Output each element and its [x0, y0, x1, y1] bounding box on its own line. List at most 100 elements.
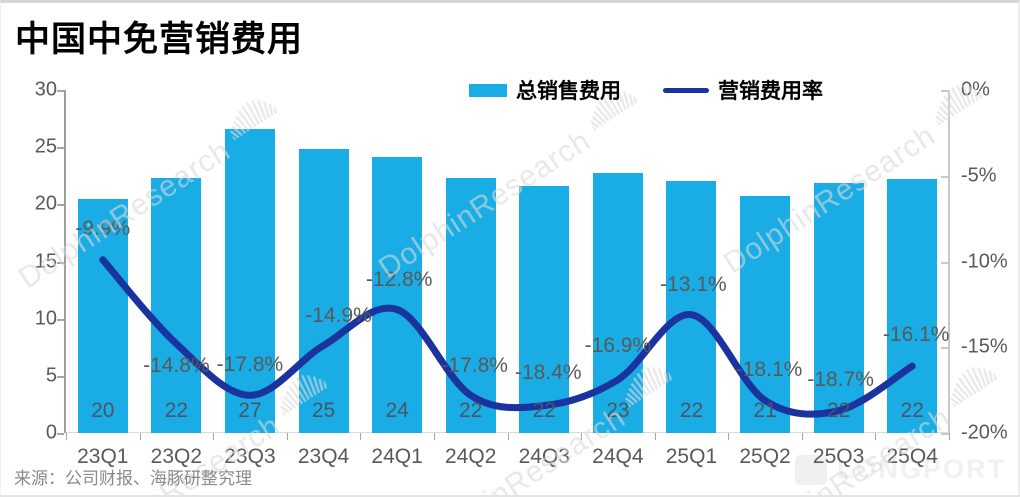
x-axis-tick: [875, 433, 877, 440]
legend-item-line-series: 营销费用率: [663, 75, 823, 105]
right-axis-tick: [941, 90, 949, 92]
right-axis-tick-label: -20%: [961, 421, 1008, 444]
bar-value-label: 27: [238, 399, 262, 422]
x-axis-tick: [360, 433, 362, 440]
bar-25Q2: [740, 196, 791, 433]
line-value-label: -9.9%: [75, 216, 131, 240]
line-value-label: -17.8%: [216, 353, 284, 377]
x-axis-category-label: 24Q1: [371, 445, 423, 468]
line-value-label: -17.8%: [441, 354, 508, 378]
legend: 总销售费用 营销费用率: [469, 75, 823, 105]
x-axis-tick: [581, 433, 583, 440]
line-value-label: -18.7%: [807, 367, 874, 391]
left-axis-tick: [57, 147, 64, 150]
bar-value-label: 22: [459, 399, 483, 422]
line-value-label: -12.8%: [365, 267, 433, 291]
x-axis-baseline: [66, 432, 949, 433]
line-value-label: -18.4%: [515, 360, 582, 384]
line-value-label: -13.1%: [660, 272, 727, 296]
left-axis-tick-label: 20: [34, 192, 57, 215]
bar-value-label: 24: [385, 399, 409, 422]
plot-area: 30 25 20 15 10 5 0 0% -5% -10% -15% -20% 23Q1 23Q2 23Q…: [1, 3, 1018, 495]
bar-value-label: 22: [679, 399, 704, 422]
left-axis-tick: [57, 204, 64, 207]
line-value-label: -16.1%: [882, 323, 950, 347]
x-axis-category-label: 24Q4: [592, 445, 644, 468]
x-axis-category-label: 24Q3: [518, 445, 570, 468]
right-axis-tick: [941, 433, 949, 435]
left-axis-tick-label: 30: [34, 78, 57, 101]
source-note: 来源：公司财报、海豚研整究理: [14, 469, 252, 488]
left-axis-tick-label: 10: [34, 307, 57, 330]
x-axis-tick: [949, 433, 950, 440]
line-value-label: -18.1%: [735, 358, 803, 382]
bar-value-label: 21: [753, 399, 777, 422]
bar-24Q4: [592, 173, 643, 433]
left-axis-tick-label: 25: [34, 135, 57, 158]
x-axis-tick: [507, 433, 509, 440]
bar-25Q1: [666, 181, 717, 433]
bar-value-label: 22: [900, 399, 924, 422]
bar-24Q3: [519, 186, 570, 433]
legend-line-label: 营销费用率: [718, 80, 823, 103]
x-axis-category-label: 23Q2: [150, 445, 203, 468]
x-axis-category-label: 23Q3: [224, 445, 276, 468]
line-value-label: -14.9%: [305, 303, 372, 327]
bar-value-label: 22: [826, 399, 851, 422]
right-axis-tick: [941, 261, 949, 264]
bar-23Q2: [151, 178, 202, 433]
legend-item-bar-series: 总销售费用: [469, 75, 621, 105]
line-value-label: -16.9%: [584, 333, 652, 357]
longport-logo-icon: [795, 454, 827, 485]
bar-value-label: 22: [532, 399, 556, 422]
right-axis-tick: [941, 175, 949, 178]
x-axis-tick: [801, 433, 803, 440]
x-axis-tick: [654, 433, 656, 440]
x-axis-tick: [213, 433, 215, 440]
longport-brandmark: LONGPORT: [795, 454, 1006, 485]
x-axis-tick: [433, 433, 435, 440]
left-axis-tick: [57, 261, 64, 264]
bar-24Q1: [372, 157, 423, 433]
bar-value-label: 25: [311, 399, 336, 422]
bar-series-swatch: [469, 83, 507, 97]
bar-23Q4: [298, 149, 349, 433]
bar-25Q3: [813, 182, 864, 433]
left-axis-tick: [57, 90, 64, 92]
x-axis-category-label: 23Q1: [77, 445, 129, 468]
left-axis-tick-label: 15: [34, 250, 57, 272]
x-axis-category-label: 25Q2: [739, 445, 791, 468]
bar-value-label: 20: [91, 399, 115, 422]
right-axis-tick-label: -5%: [961, 164, 997, 187]
x-axis-tick: [66, 433, 67, 440]
longport-brand-text: LONGPORT: [837, 454, 1006, 484]
right-axis-tick-label: -15%: [961, 335, 1008, 358]
legend-bar-label: 总销售费用: [516, 80, 621, 103]
bar-24Q2: [445, 178, 496, 433]
left-axis-tick: [57, 318, 64, 321]
x-axis-tick: [286, 433, 288, 440]
x-axis-category-label: 25Q4: [886, 445, 938, 468]
bar-value-label: 22: [164, 399, 189, 422]
x-axis-tick: [139, 433, 141, 440]
left-axis-tick: [57, 375, 64, 378]
right-axis-tick-label: 0%: [961, 78, 990, 101]
bar-25Q4: [887, 179, 938, 433]
bar-value-label: 23: [606, 399, 630, 422]
left-axis-tick: [57, 433, 64, 435]
right-axis-line: [948, 90, 950, 433]
x-axis-category-label: 25Q3: [812, 445, 865, 468]
left-axis-line: [64, 90, 66, 433]
x-axis-tick: [728, 433, 730, 440]
chart-title: 中国中免营销费用: [15, 20, 304, 59]
x-axis-category-label: 24Q2: [445, 445, 497, 468]
left-axis-tick-label: 0: [45, 421, 57, 444]
right-axis-tick: [941, 347, 949, 350]
line-value-label: -14.8%: [143, 353, 210, 377]
left-axis-tick-label: 5: [45, 364, 57, 387]
line-series-swatch: [663, 87, 709, 93]
bar-23Q3: [224, 128, 275, 433]
x-axis-category-label: 25Q1: [665, 445, 718, 468]
x-axis-category-label: 23Q4: [297, 445, 350, 468]
